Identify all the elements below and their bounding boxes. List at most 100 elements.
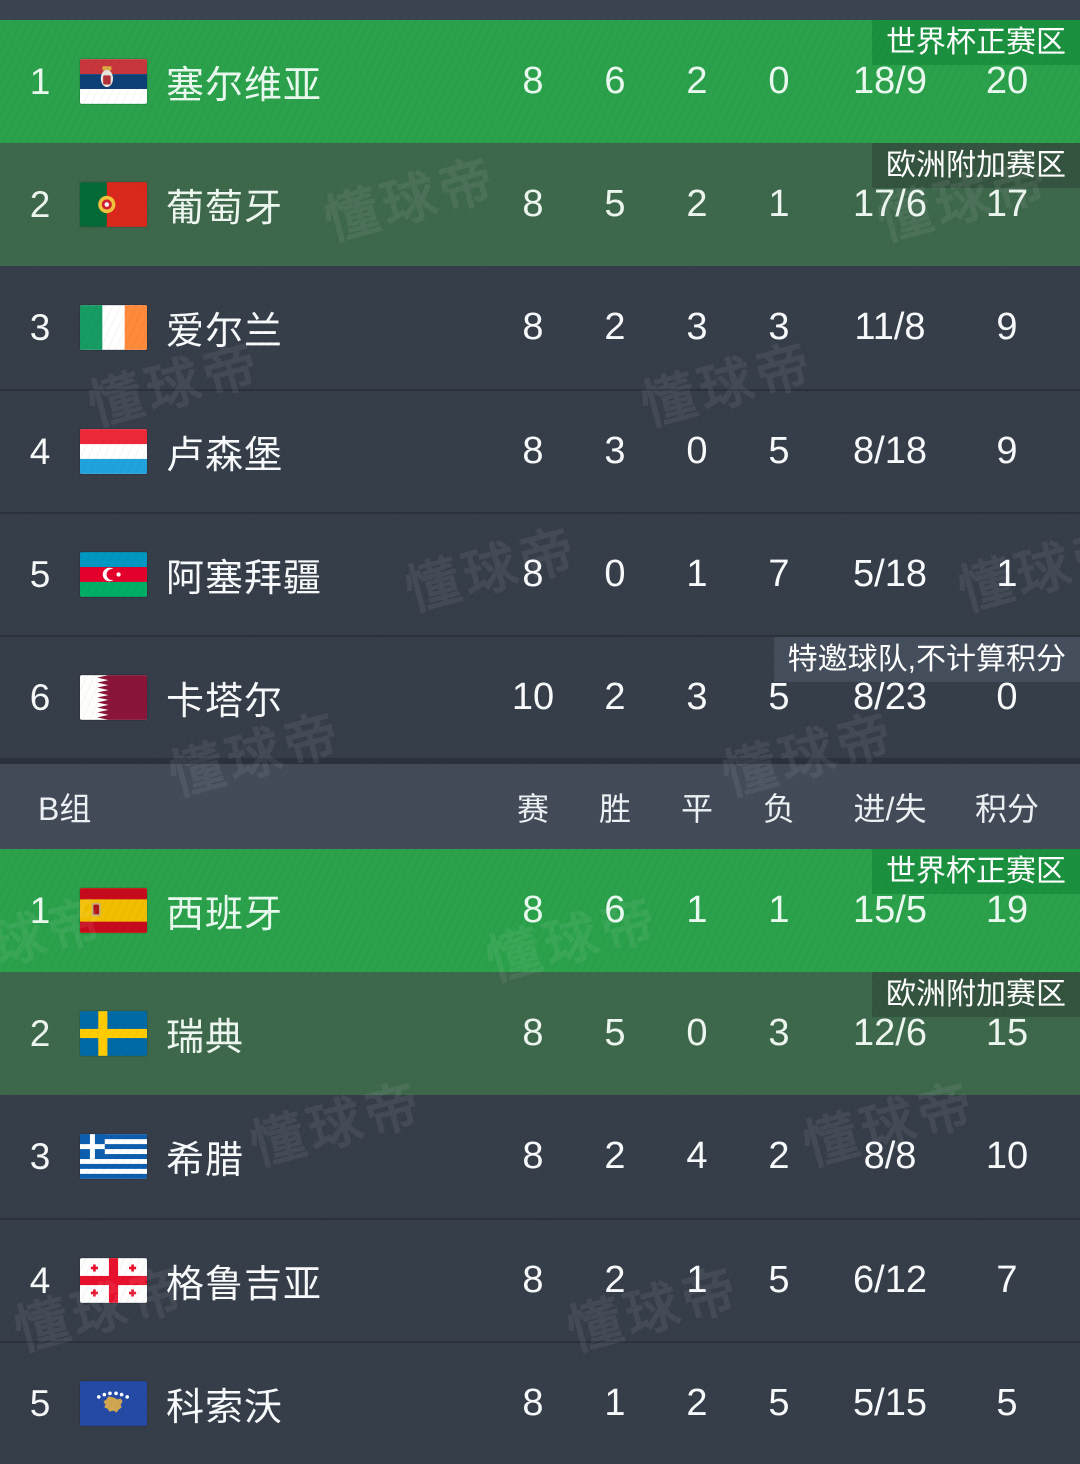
stat-lost: 3: [768, 1012, 790, 1054]
flag-cell: [80, 675, 166, 720]
team-rank: 3: [29, 306, 51, 348]
serbia-flag-icon: [80, 59, 147, 104]
stat-points: 19: [985, 889, 1029, 931]
team-name: 瑞典: [166, 1017, 245, 1059]
stat-points: 9: [996, 430, 1018, 472]
sweden-flag-icon: [80, 1011, 147, 1056]
greece-flag-icon: [80, 1134, 147, 1179]
stat-drawn: 1: [686, 553, 708, 595]
flag-cell: [80, 429, 166, 474]
standings-row-sweden[interactable]: 2 瑞典 8 5 0 3 12/6 15 欧洲附加赛区: [0, 972, 1080, 1095]
stat-goals: 15/5: [853, 889, 927, 931]
stat-goals: 6/12: [853, 1259, 927, 1301]
team-rank: 2: [29, 183, 51, 225]
stat-played: 8: [522, 1012, 544, 1054]
stat-drawn: 1: [686, 1259, 708, 1301]
stat-won: 2: [604, 1135, 626, 1177]
flag-cell: [80, 59, 166, 104]
section-divider: [0, 758, 1080, 764]
flag-cell: [80, 888, 166, 933]
stat-points: 20: [985, 60, 1029, 102]
team-name: 科索沃: [166, 1387, 284, 1429]
stat-played: 8: [522, 553, 544, 595]
stat-drawn: 3: [686, 676, 708, 718]
standings-row-luxembourg[interactable]: 4 卢森堡 8 3 0 5 8/18 9: [0, 389, 1080, 512]
standings-row-georgia[interactable]: 4 格鲁吉亚 8 2 1 5 6/12 7: [0, 1218, 1080, 1341]
team-name: 卢森堡: [166, 435, 284, 477]
stat-drawn: 3: [686, 306, 708, 348]
stat-goals: 12/6: [853, 1012, 927, 1054]
stat-drawn: 0: [686, 1012, 708, 1054]
standings-row-portugal[interactable]: 2 葡萄牙 8 5 2 1 17/6 17 欧洲附加赛区: [0, 143, 1080, 266]
stat-points: 15: [985, 1012, 1029, 1054]
column-played: 赛: [516, 790, 549, 827]
team-rank: 4: [29, 430, 51, 472]
team-name: 塞尔维亚: [166, 65, 323, 107]
stat-goals: 8/23: [853, 676, 927, 718]
stat-lost: 2: [768, 1135, 790, 1177]
azerbaijan-flag-icon: [80, 552, 147, 597]
stat-lost: 3: [768, 306, 790, 348]
zone-badge-invited: 特邀球队,不计算积分: [773, 637, 1080, 682]
team-rank: 3: [29, 1135, 51, 1177]
stat-won: 6: [604, 889, 626, 931]
stat-drawn: 4: [686, 1135, 708, 1177]
stat-won: 6: [604, 60, 626, 102]
standings-row-spain[interactable]: 1 西班牙 8 6 1 1 15/5 19 世界杯正赛区: [0, 849, 1080, 972]
group-b-title: B组: [38, 790, 92, 827]
stat-points: 5: [996, 1382, 1018, 1424]
stat-goals: 5/18: [853, 553, 927, 595]
standings-row-qatar[interactable]: 6 卡塔尔 10 2 3 5 8/23 0 特邀球队,不计算积分: [0, 635, 1080, 758]
zone-badge-playoff: 欧洲附加赛区: [872, 143, 1080, 188]
team-rank: 5: [29, 1382, 51, 1424]
stat-played: 8: [522, 1382, 544, 1424]
zone-badge-playoff: 欧洲附加赛区: [872, 972, 1080, 1017]
stat-points: 1: [996, 553, 1018, 595]
portugal-flag-icon: [80, 182, 147, 227]
stat-drawn: 2: [686, 1382, 708, 1424]
team-rank: 2: [29, 1012, 51, 1054]
team-rank: 1: [29, 60, 51, 102]
flag-cell: [80, 1134, 166, 1179]
team-name: 西班牙: [166, 894, 284, 936]
standings-row-serbia[interactable]: 1 塞尔维亚 8 6 2 0 18/9 20 世界杯正赛区: [0, 20, 1080, 143]
team-name: 葡萄牙: [166, 188, 284, 230]
team-name: 阿塞拜疆: [166, 558, 323, 600]
kosovo-flag-icon: [80, 1381, 147, 1426]
standings-row-greece[interactable]: 3 希腊 8 2 4 2 8/8 10: [0, 1095, 1080, 1218]
stat-points: 9: [996, 306, 1018, 348]
standings-row-kosovo[interactable]: 5 科索沃 8 1 2 5 5/15 5: [0, 1341, 1080, 1464]
column-points: 积分: [974, 790, 1039, 827]
flag-cell: [80, 305, 166, 350]
stat-points: 17: [985, 183, 1029, 225]
stat-lost: 5: [768, 676, 790, 718]
stat-drawn: 2: [686, 183, 708, 225]
team-name: 希腊: [166, 1140, 245, 1182]
team-name: 格鲁吉亚: [166, 1264, 323, 1306]
stat-goals: 8/8: [863, 1135, 917, 1177]
flag-cell: [80, 1258, 166, 1303]
qatar-flag-icon: [80, 675, 147, 720]
stat-drawn: 1: [686, 889, 708, 931]
ireland-flag-icon: [80, 305, 147, 350]
column-goals: 进/失: [853, 790, 927, 827]
stat-won: 2: [604, 306, 626, 348]
team-name: 爱尔兰: [166, 311, 284, 353]
stat-played: 8: [522, 1135, 544, 1177]
stat-lost: 1: [768, 183, 790, 225]
stat-won: 2: [604, 1259, 626, 1301]
stat-goals: 8/18: [853, 430, 927, 472]
standings-row-ireland[interactable]: 3 爱尔兰 8 2 3 3 11/8 9: [0, 266, 1080, 389]
flag-cell: [80, 552, 166, 597]
previous-section-edge: [0, 0, 1080, 20]
group-b-standings: 1 西班牙 8 6 1 1 15/5 19 世界杯正赛区 2 瑞典 8 5 0 3 12/6 15 欧洲附加赛区 3…: [0, 849, 1080, 1464]
luxembourg-flag-icon: [80, 429, 147, 474]
zone-badge-world_cup: 世界杯正赛区: [872, 849, 1080, 894]
zone-badge-world_cup: 世界杯正赛区: [872, 20, 1080, 65]
stat-played: 8: [522, 183, 544, 225]
standings-row-azerbaijan[interactable]: 5 阿塞拜疆 8 0 1 7 5/18 1: [0, 512, 1080, 635]
flag-cell: [80, 1011, 166, 1056]
column-won: 胜: [598, 790, 631, 827]
georgia-flag-icon: [80, 1258, 147, 1303]
column-drawn: 平: [680, 790, 713, 827]
